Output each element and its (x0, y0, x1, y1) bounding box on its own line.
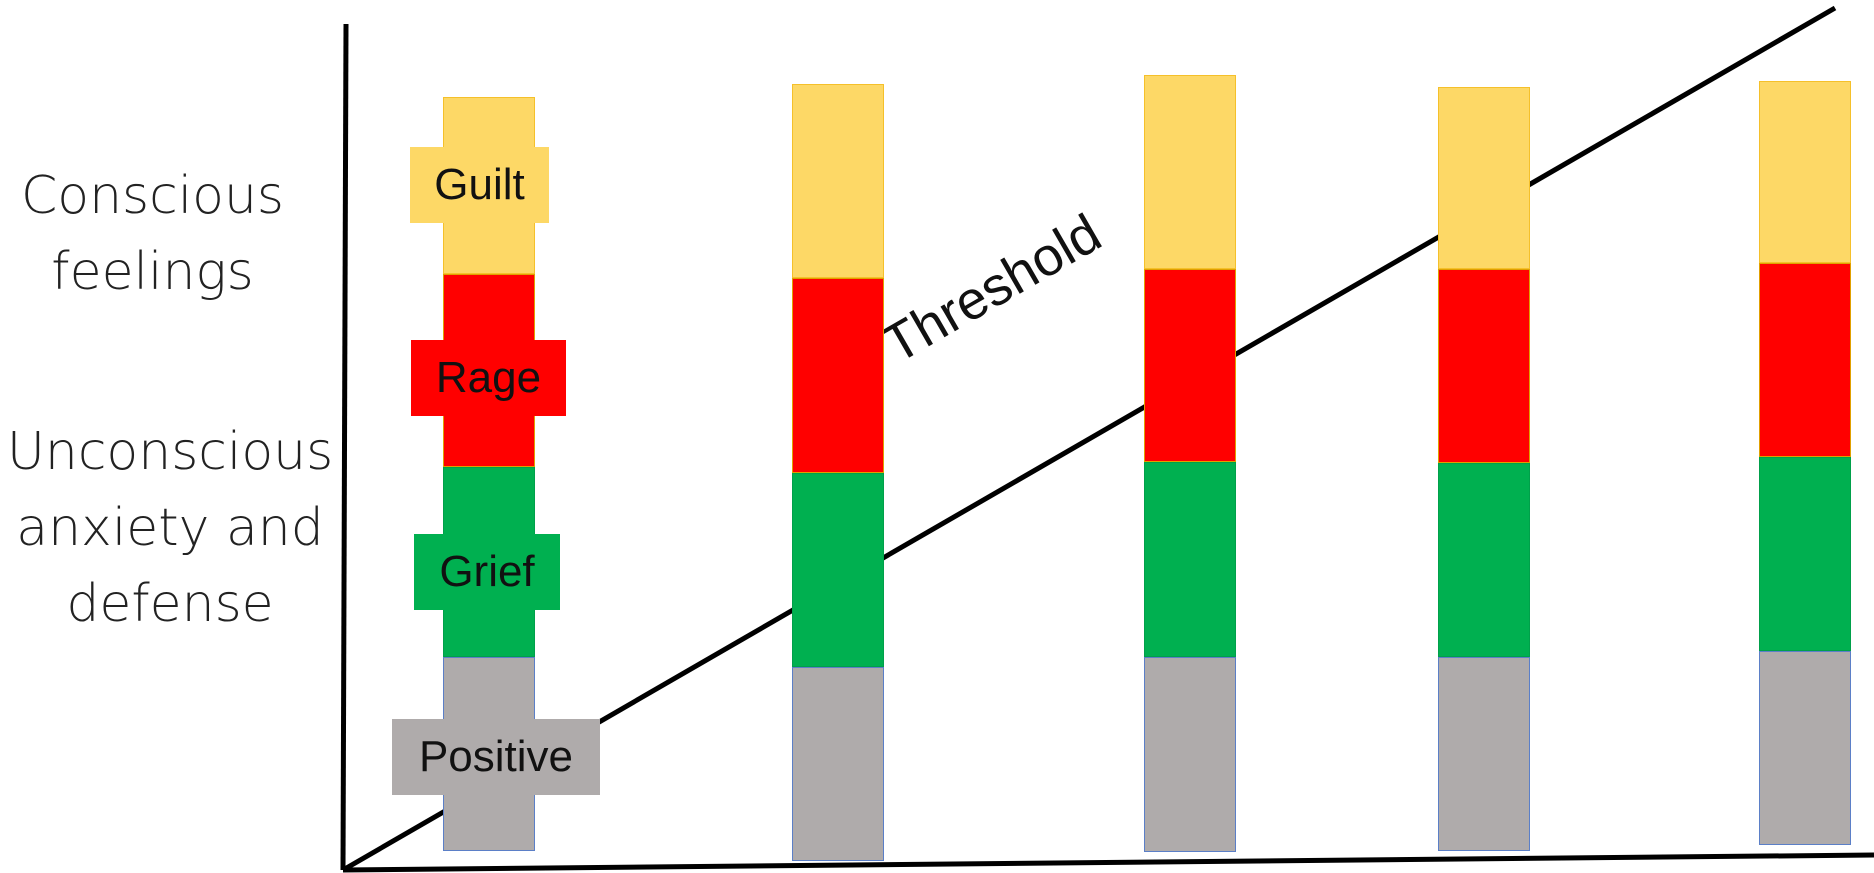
column-3-grief-segment (1144, 462, 1236, 657)
guilt-badge: Guilt (410, 147, 549, 223)
column-4-rage-segment (1438, 269, 1530, 463)
column-3-rage-segment (1144, 269, 1236, 462)
column-5-rage-segment (1759, 263, 1851, 457)
column-5-positive-segment (1759, 651, 1851, 845)
column-5-grief-segment (1759, 457, 1851, 651)
positive-badge: Positive (392, 719, 600, 795)
column-3-guilt-segment (1144, 75, 1236, 269)
grief-badge: Grief (414, 534, 560, 610)
column-3-positive-segment (1144, 657, 1236, 852)
unconscious-anxiety-label: Unconscious anxiety and defense (0, 414, 340, 642)
column-2-positive-segment (792, 667, 884, 861)
column-4-positive-segment (1438, 657, 1530, 851)
column-4-guilt-segment (1438, 87, 1530, 269)
rage-badge: Rage (411, 340, 566, 416)
column-2-guilt-segment (792, 84, 884, 278)
column-2-grief-segment (792, 473, 884, 667)
x-axis (343, 855, 1874, 870)
conscious-feelings-label: Conscious feelings (0, 158, 305, 310)
y-axis (343, 24, 346, 870)
column-5-guilt-segment (1759, 81, 1851, 263)
column-2-rage-segment (792, 278, 884, 473)
column-4-grief-segment (1438, 463, 1530, 657)
